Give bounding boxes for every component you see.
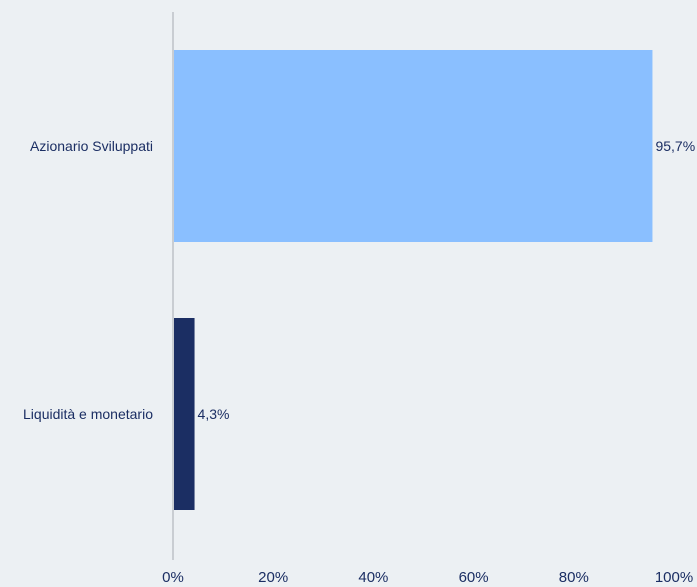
value-labels: 95,7% 4,3% bbox=[198, 138, 696, 422]
category-label-1: Liquidità e monetario bbox=[23, 406, 153, 422]
bar-1 bbox=[173, 318, 195, 510]
x-tick-label-4: 80% bbox=[559, 569, 589, 582]
x-tick-label-0: 0% bbox=[162, 569, 184, 582]
category-label-0: Azionario Sviluppati bbox=[30, 138, 153, 154]
bars-layer bbox=[173, 50, 653, 510]
category-labels: Azionario Sviluppati Liquidità e monetari… bbox=[23, 138, 153, 422]
value-label-1: 4,3% bbox=[198, 406, 230, 422]
x-tick-label-5: 100% bbox=[655, 569, 693, 582]
x-tick-label-3: 60% bbox=[459, 569, 489, 582]
bar-0 bbox=[173, 50, 653, 242]
value-label-0: 95,7% bbox=[655, 138, 695, 154]
x-tick-label-2: 40% bbox=[358, 569, 388, 582]
x-tick-label-1: 20% bbox=[258, 569, 288, 582]
